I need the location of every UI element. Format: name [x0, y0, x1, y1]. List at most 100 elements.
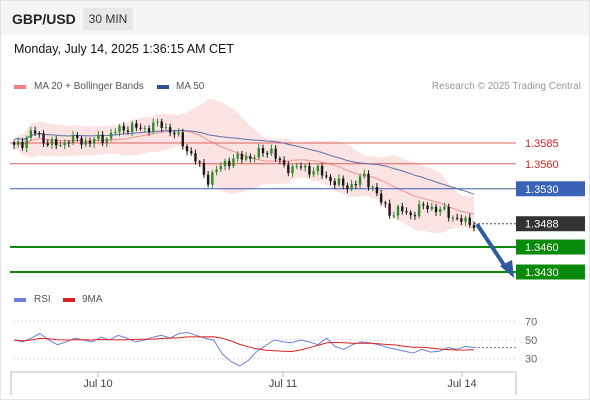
rsi-line	[13, 331, 475, 367]
candle-body	[160, 121, 163, 128]
candle-body	[63, 142, 66, 146]
candle-body	[460, 218, 463, 222]
candle-body	[173, 132, 176, 135]
candle-body	[126, 130, 130, 133]
price-tag-1.3488	[516, 216, 585, 232]
candle-body	[139, 127, 142, 129]
candle-body	[190, 151, 193, 154]
rsi-legend-label: RSI	[34, 294, 51, 305]
candle-body	[274, 148, 277, 159]
candle-body	[185, 146, 189, 152]
candle-body	[451, 217, 455, 219]
candle-body	[401, 206, 404, 212]
candle-body	[109, 132, 113, 139]
candle-body	[92, 139, 96, 144]
x-tick-label: Jul 10	[83, 378, 112, 390]
projection-arrow-shaft	[476, 223, 508, 270]
candle-body	[472, 225, 476, 229]
candle-body	[367, 173, 370, 188]
candle-body	[278, 158, 282, 161]
candle-body	[164, 127, 168, 129]
candle-body	[211, 172, 214, 185]
candle-body	[12, 142, 16, 145]
candle-body	[363, 173, 366, 177]
candle-body	[177, 132, 180, 135]
ma20-legend-label: MA 20 + Bollinger Bands	[34, 81, 144, 92]
candle-body	[455, 217, 459, 219]
candle-body	[430, 206, 433, 210]
ma50-legend-label: MA 50	[176, 81, 205, 92]
candle-body	[257, 147, 260, 158]
price-label-1.3585: 1.3585	[525, 138, 559, 150]
candle-body	[244, 156, 248, 160]
candle-body	[354, 183, 358, 186]
candle-body	[114, 132, 117, 134]
candle-body	[101, 134, 104, 144]
candle-body	[333, 181, 336, 185]
candle-body	[55, 139, 58, 146]
candle-body	[135, 123, 138, 128]
candle-body	[253, 157, 256, 159]
candle-body	[50, 139, 54, 146]
candle-body	[88, 141, 92, 144]
candle-body	[341, 178, 345, 186]
candle-body	[392, 215, 396, 217]
candle-body	[439, 209, 442, 213]
candle-body	[25, 137, 28, 149]
candle-body	[194, 153, 197, 162]
rsi-ma-line	[13, 336, 475, 353]
candle-body	[308, 165, 311, 175]
candle-body	[42, 133, 45, 144]
candle-body	[71, 135, 75, 144]
candle-body	[181, 132, 185, 147]
candle-body	[350, 183, 353, 190]
candle-body	[270, 148, 273, 154]
candle-body	[447, 206, 450, 218]
candle-body	[215, 169, 218, 173]
rsi-ma-legend-swatch	[63, 298, 75, 302]
candle-body	[287, 164, 290, 174]
candle-body	[33, 130, 37, 134]
candle-body	[206, 174, 210, 185]
candle-body	[17, 141, 20, 145]
candle-body	[105, 138, 109, 144]
candle-body	[38, 133, 41, 135]
candle-body	[59, 145, 62, 147]
price-tag-1.3460	[516, 239, 585, 255]
rsi-tick-70: 70	[525, 316, 537, 328]
candle-body	[156, 121, 159, 123]
candle-body	[249, 156, 252, 159]
candle-body	[329, 176, 332, 182]
x-tick-label: Jul 14	[447, 378, 476, 390]
candle-body	[346, 185, 349, 190]
candle-body	[375, 186, 379, 194]
x-tick-label: Jul 11	[269, 378, 298, 390]
candle-body	[468, 217, 471, 226]
candle-body	[464, 217, 467, 222]
candle-body	[168, 127, 172, 133]
rsi-tick-30: 30	[525, 354, 537, 366]
ma20-line	[13, 129, 475, 215]
candle-body	[80, 138, 83, 145]
timeframe-badge[interactable]: 30 MIN	[83, 8, 133, 30]
candle-body	[29, 130, 33, 138]
candle-body	[152, 122, 155, 132]
candle-body	[198, 161, 201, 163]
price-label-1.3560: 1.3560	[525, 159, 559, 171]
candle-body	[405, 211, 408, 213]
candle-body	[97, 134, 100, 140]
candle-body	[219, 166, 222, 170]
candle-body	[122, 125, 125, 131]
candle-body	[202, 162, 206, 175]
candle-body	[316, 166, 320, 172]
candle-body	[396, 206, 400, 216]
candle-body	[358, 176, 362, 186]
candle-body	[434, 206, 438, 213]
candle-body	[426, 205, 429, 210]
candle-body	[291, 166, 294, 174]
price-label-1.3488: 1.3488	[525, 219, 559, 231]
candle-body	[84, 141, 87, 145]
candle-body	[325, 175, 328, 177]
candle-body	[417, 204, 421, 217]
